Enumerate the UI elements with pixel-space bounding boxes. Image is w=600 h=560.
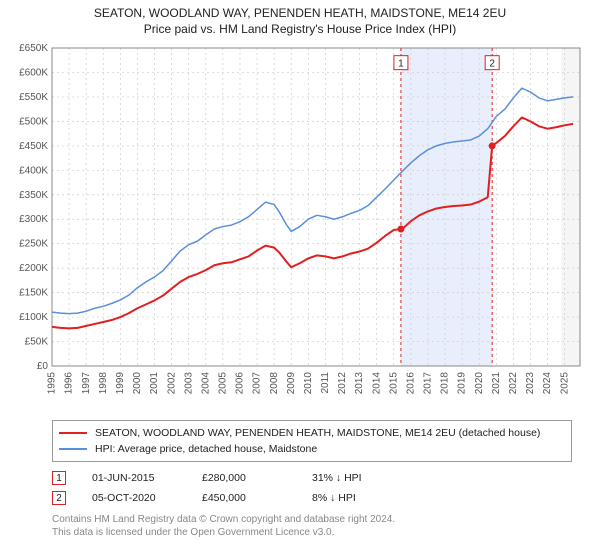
svg-text:2003: 2003	[183, 372, 194, 395]
svg-text:1999: 1999	[115, 372, 126, 395]
sale-delta: 31% ↓ HPI	[312, 472, 422, 484]
legend: SEATON, WOODLAND WAY, PENENDEN HEATH, MA…	[52, 420, 572, 462]
svg-text:2017: 2017	[423, 372, 434, 395]
svg-text:£500K: £500K	[19, 116, 48, 127]
legend-label: HPI: Average price, detached house, Maid…	[95, 443, 317, 455]
sale-marker-icon: 2	[52, 491, 66, 505]
svg-text:£150K: £150K	[19, 288, 48, 299]
svg-text:2013: 2013	[354, 372, 365, 395]
svg-text:1995: 1995	[47, 372, 58, 395]
svg-text:2012: 2012	[337, 372, 348, 395]
svg-text:2010: 2010	[303, 372, 314, 395]
legend-swatch	[59, 448, 87, 450]
svg-text:2025: 2025	[559, 372, 570, 395]
sale-date: 01-JUN-2015	[92, 472, 202, 484]
svg-text:2006: 2006	[235, 372, 246, 395]
svg-text:2024: 2024	[542, 372, 553, 395]
legend-item: HPI: Average price, detached house, Maid…	[59, 441, 565, 457]
svg-text:1996: 1996	[64, 372, 75, 395]
svg-text:£650K: £650K	[19, 43, 48, 54]
svg-text:1: 1	[398, 59, 404, 70]
sale-marker-icon: 1	[52, 471, 66, 485]
svg-text:£300K: £300K	[19, 214, 48, 225]
svg-text:2001: 2001	[149, 372, 160, 395]
svg-text:£550K: £550K	[19, 92, 48, 103]
footer-line: Contains HM Land Registry data © Crown c…	[52, 514, 590, 527]
svg-text:2: 2	[489, 59, 495, 70]
sales-table: 1 01-JUN-2015£280,00031% ↓ HPI 2 05-OCT-202…	[52, 468, 590, 508]
svg-text:£250K: £250K	[19, 239, 48, 250]
sale-row: 1 01-JUN-2015£280,00031% ↓ HPI	[52, 468, 590, 488]
svg-text:2004: 2004	[200, 372, 211, 395]
svg-text:£0: £0	[37, 361, 49, 372]
svg-text:£450K: £450K	[19, 141, 48, 152]
svg-text:£200K: £200K	[19, 263, 48, 274]
svg-text:£100K: £100K	[19, 312, 48, 323]
line-chart-svg: £0 £50K £100K £150K £200K £250K £300K £350K £400…	[10, 42, 590, 412]
svg-text:2005: 2005	[218, 372, 229, 395]
svg-text:2007: 2007	[252, 372, 263, 395]
sale-price: £280,000	[202, 472, 312, 484]
svg-text:2009: 2009	[286, 372, 297, 395]
legend-item: SEATON, WOODLAND WAY, PENENDEN HEATH, MA…	[59, 425, 565, 441]
sale-price: £450,000	[202, 492, 312, 504]
svg-text:£600K: £600K	[19, 67, 48, 78]
svg-text:2008: 2008	[269, 372, 280, 395]
svg-text:1998: 1998	[98, 372, 109, 395]
svg-text:£400K: £400K	[19, 165, 48, 176]
svg-text:2018: 2018	[440, 372, 451, 395]
svg-text:2020: 2020	[474, 372, 485, 395]
svg-text:2014: 2014	[371, 372, 382, 395]
svg-text:2019: 2019	[457, 372, 468, 395]
svg-text:2011: 2011	[320, 372, 331, 394]
sale-date: 05-OCT-2020	[92, 492, 202, 504]
footer-line: This data is licensed under the Open Gov…	[52, 527, 590, 540]
chart-container: SEATON, WOODLAND WAY, PENENDEN HEATH, MA…	[0, 0, 600, 543]
sale-delta: 8% ↓ HPI	[312, 492, 422, 504]
svg-text:2016: 2016	[405, 372, 416, 395]
svg-text:2022: 2022	[508, 372, 519, 395]
svg-text:2015: 2015	[388, 372, 399, 395]
sale-row: 2 05-OCT-2020£450,0008% ↓ HPI	[52, 488, 590, 508]
svg-text:2021: 2021	[491, 372, 502, 395]
svg-text:1997: 1997	[81, 372, 92, 395]
svg-text:2002: 2002	[166, 372, 177, 395]
legend-swatch	[59, 432, 87, 434]
chart-subtitle: Price paid vs. HM Land Registry's House …	[10, 22, 590, 36]
svg-text:2023: 2023	[525, 372, 536, 395]
plot-area: £0 £50K £100K £150K £200K £250K £300K £350K £400…	[10, 42, 590, 412]
attribution-footer: Contains HM Land Registry data © Crown c…	[52, 514, 590, 539]
chart-titles: SEATON, WOODLAND WAY, PENENDEN HEATH, MA…	[10, 6, 590, 36]
legend-label: SEATON, WOODLAND WAY, PENENDEN HEATH, MA…	[95, 427, 540, 439]
svg-text:2000: 2000	[132, 372, 143, 395]
chart-title: SEATON, WOODLAND WAY, PENENDEN HEATH, MA…	[10, 6, 590, 20]
svg-text:£350K: £350K	[19, 190, 48, 201]
svg-text:£50K: £50K	[25, 337, 49, 348]
